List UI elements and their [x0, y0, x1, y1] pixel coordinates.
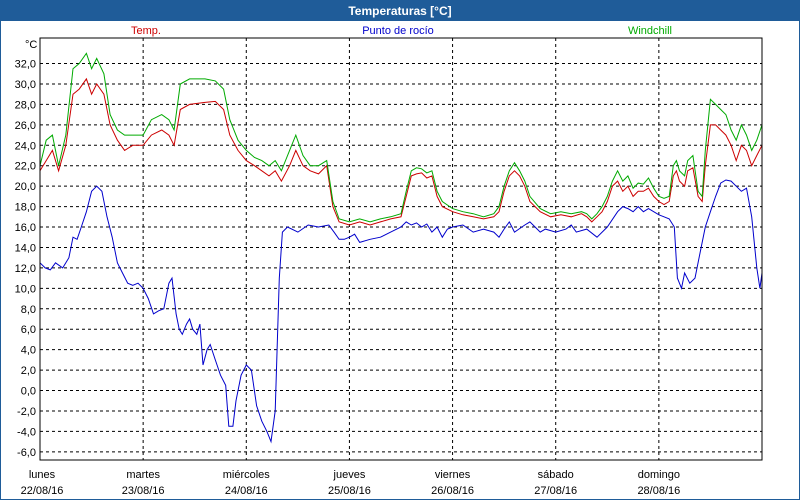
y-tick-label: 22,0: [15, 161, 36, 173]
x-tick-date-label: 24/08/16: [225, 485, 268, 497]
y-tick-label: 2,0: [21, 365, 36, 377]
y-tick-label: 30,0: [15, 79, 36, 91]
y-tick-label: 14,0: [15, 242, 36, 254]
y-tick-label: 26,0: [15, 120, 36, 132]
axis-labels: 32,0 30,0 28,0 26,0 24,0 22,0 20,0 18,0 16,0 14,0…: [15, 39, 681, 497]
x-tick-date-label: 27/08/16: [534, 485, 577, 497]
y-tick-label: 20,0: [15, 181, 36, 193]
y-tick-label: 0,0: [21, 386, 36, 398]
legend-entry: Temp.: [131, 25, 161, 37]
y-tick-label: 28,0: [15, 99, 36, 111]
series-lines: [39, 52, 763, 444]
x-tick-date-label: 26/08/16: [431, 485, 474, 497]
x-tick-date-label: 28/08/16: [637, 485, 680, 497]
y-tick-label: -2,0: [17, 406, 36, 418]
x-tick-date-label: 23/08/16: [122, 485, 165, 497]
y-tick-label: 24,0: [15, 140, 36, 152]
y-tick-label: -6,0: [17, 447, 36, 459]
y-tick-label: 6,0: [21, 324, 36, 336]
y-unit-label: °C: [25, 39, 37, 51]
x-tick-day-label: lunes: [29, 469, 56, 481]
legend-entry: Windchill: [628, 25, 672, 37]
x-tick-day-label: sábado: [538, 469, 574, 481]
y-tick-label: 12,0: [15, 263, 36, 275]
legend-entry: Punto de rocío: [362, 25, 434, 37]
x-tick-day-label: viernes: [435, 469, 471, 481]
x-tick-day-label: martes: [126, 469, 160, 481]
y-tick-label: 4,0: [21, 345, 36, 357]
chart-title: Temperaturas [°C]: [1, 1, 799, 21]
legend: Temp. Punto de rocío Windchill: [131, 25, 672, 37]
plot-border: [39, 37, 763, 461]
y-tick-label: 16,0: [15, 222, 36, 234]
x-tick-day-label: domingo: [638, 469, 680, 481]
x-tick-day-label: miércoles: [223, 469, 271, 481]
x-tick-date-label: 22/08/16: [21, 485, 64, 497]
grid: [40, 38, 762, 460]
y-tick-label: 32,0: [15, 59, 36, 71]
y-tick-label: 10,0: [15, 283, 36, 295]
series-line: [39, 52, 763, 223]
series-line: [39, 179, 763, 444]
x-tick-day-label: jueves: [333, 469, 366, 481]
y-tick-label: -4,0: [17, 426, 36, 438]
series-line: [39, 77, 763, 226]
x-tick-date-label: 25/08/16: [328, 485, 371, 497]
y-tick-label: 8,0: [21, 304, 36, 316]
y-tick-label: 18,0: [15, 202, 36, 214]
